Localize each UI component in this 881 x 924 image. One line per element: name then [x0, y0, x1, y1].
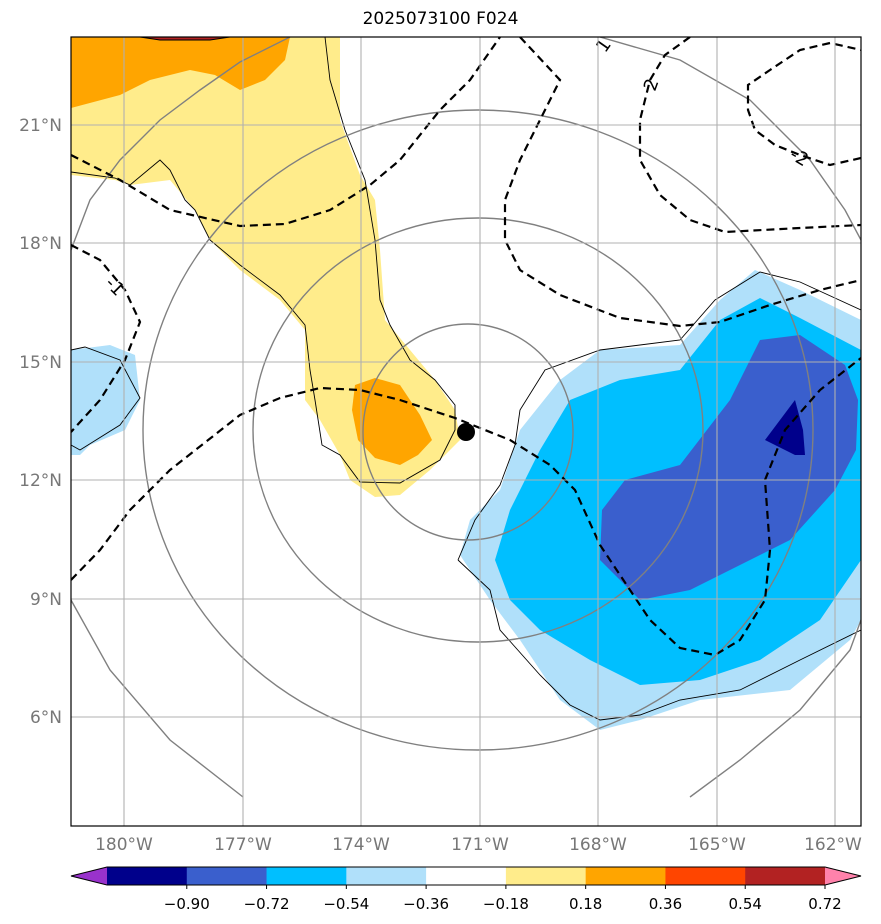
thin-contours: [71, 37, 861, 721]
colorbar-tick-label: 0.36: [649, 895, 682, 913]
colorbar-extend-right: [825, 867, 861, 885]
dashed-contours: [71, 37, 861, 657]
latitude-labels: 21°N 18°N 15°N 12°N 9°N 6°N: [19, 116, 62, 728]
gridlines: [71, 37, 861, 826]
lat-label: 12°N: [19, 471, 62, 491]
colorbar-tick-label: −0.54: [323, 895, 369, 913]
map-plot: 1 2 -2 -1: [71, 37, 861, 826]
colorbar-tick-label: 0.18: [569, 895, 602, 913]
positive-orange-top-fill: [71, 37, 290, 108]
longitude-labels: 180°W 177°W 174°W 171°W 168°W 165°W 162°…: [95, 835, 862, 855]
colorbar: −0.90 −0.72 −0.54 −0.36 −0.18 0.18 0.36 0.54 0.7…: [70, 866, 862, 913]
map-frame: [70, 36, 862, 827]
colorbar-segment: [426, 867, 507, 885]
colorbar-tick-label: −0.90: [164, 895, 210, 913]
colorbar-tick-label: 0.72: [808, 895, 841, 913]
lon-label: 177°W: [214, 835, 272, 855]
lat-label: 18°N: [19, 234, 62, 254]
lon-label: 165°W: [688, 835, 746, 855]
positive-orange-fill: [352, 378, 432, 465]
lon-label: 174°W: [332, 835, 390, 855]
lat-label: 15°N: [19, 353, 62, 373]
range-rings: [71, 37, 861, 798]
colorbar-segment: [505, 867, 587, 885]
lat-label: 6°N: [30, 708, 62, 728]
lon-label: 171°W: [451, 835, 509, 855]
map-title: 2025073100 F024: [362, 9, 519, 29]
colorbar-segment: [186, 867, 268, 885]
colorbar-tick-label: 0.54: [729, 895, 762, 913]
positive-yellow-fill: [71, 37, 460, 497]
colorbar-segment: [346, 867, 427, 885]
lat-label: 9°N: [30, 590, 62, 610]
colorbar-segment: [745, 867, 826, 885]
lat-label: 21°N: [19, 116, 62, 136]
colorbar-segment: [665, 867, 746, 885]
colorbar-tick-label: −0.36: [403, 895, 449, 913]
lon-label: 168°W: [569, 835, 627, 855]
colorbar-tick-label: −0.72: [244, 895, 290, 913]
colorbar-segment: [266, 867, 347, 885]
colorbar-segment: [585, 867, 666, 885]
lon-label: 180°W: [95, 835, 153, 855]
negative-royal-blue-fill: [600, 335, 858, 600]
storm-center-marker: [457, 423, 475, 441]
lon-label: 162°W: [804, 835, 862, 855]
colorbar-tick-label: −0.18: [483, 895, 529, 913]
positive-dark-top-fill: [139, 37, 231, 41]
negative-navy-fill: [765, 400, 805, 455]
contour-label: -2: [786, 144, 812, 171]
colorbar-segment: [107, 867, 188, 885]
negative-left-fill: [71, 345, 140, 455]
colorbar-extend-left: [71, 867, 107, 885]
